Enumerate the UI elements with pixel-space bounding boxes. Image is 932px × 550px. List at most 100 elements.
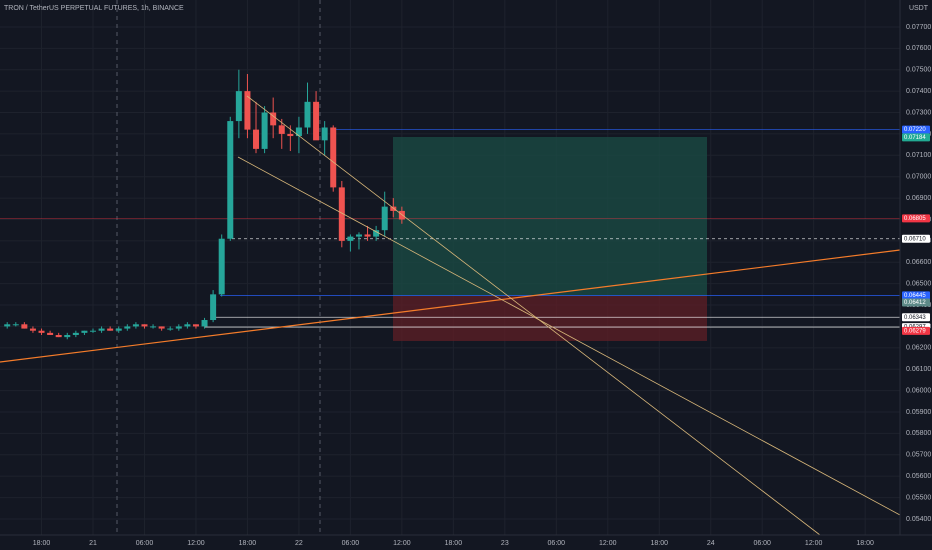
price-lines [0, 129, 900, 328]
chart-title: TRON / TetherUS PERPETUAL FUTURES, 1h, B… [4, 5, 184, 12]
candle-body [270, 112, 277, 126]
y-tick-label: 0.05800 [906, 430, 931, 437]
x-tick-label: 18:00 [856, 540, 874, 547]
price-label: 0.06805 [904, 216, 926, 222]
y-tick-label: 0.07000 [906, 174, 931, 181]
y-tick-label: 0.07600 [906, 45, 931, 52]
candle-body [253, 129, 260, 149]
y-tick-label: 0.06000 [906, 387, 931, 394]
y-tick-label: 0.05400 [906, 516, 931, 523]
price-label: 0.06279 [904, 329, 926, 335]
x-tick-label: 06:00 [548, 540, 566, 547]
price-label: 0.06343 [904, 315, 926, 321]
price-label-bg [902, 234, 930, 243]
price-label-bg [902, 214, 930, 223]
candle-body [47, 332, 54, 335]
x-tick-label: 22 [295, 540, 303, 547]
candle-body [81, 330, 88, 333]
price-label: 0.06710 [904, 236, 926, 242]
price-label-bg [902, 133, 930, 142]
x-tick-label: 18:00 [33, 540, 51, 547]
y-tick-label: 0.06900 [906, 195, 931, 202]
candle-body [338, 187, 345, 241]
candle-body [261, 112, 268, 149]
candle-body [321, 127, 328, 141]
y-tick-label: 0.06600 [906, 259, 931, 266]
axes: 0.07700 0.07600 0.07500 0.07400 0.07300 0.072… [33, 24, 932, 547]
y-tick-label: 0.05700 [906, 452, 931, 459]
price-label-bg [902, 298, 930, 307]
y-tick-label: 0.06200 [906, 345, 931, 352]
y-tick-label: 0.05500 [906, 494, 931, 501]
candle-body [398, 210, 405, 220]
candle-body [55, 334, 62, 338]
x-tick-label: 12:00 [805, 540, 823, 547]
unit-label: USDT [909, 5, 929, 12]
trend-line [246, 95, 821, 536]
price-label: 0.06412 [904, 300, 926, 306]
x-tick-label: 24 [707, 540, 715, 547]
x-tick-label: 18:00 [445, 540, 463, 547]
y-tick-label: 0.07300 [906, 109, 931, 116]
price-label-bg [902, 125, 930, 134]
price-label: 0.07184 [904, 135, 926, 141]
candle-body [21, 324, 28, 329]
candle-body [90, 330, 97, 332]
candle-body [107, 328, 114, 331]
candle-body [29, 328, 36, 331]
candle-body [124, 326, 131, 329]
candle-body [390, 206, 397, 211]
candle-body [347, 236, 354, 241]
candle-body [115, 328, 122, 331]
candle-body [167, 328, 174, 330]
candle-body [287, 133, 294, 137]
candle-body [72, 332, 79, 335]
x-tick-label: 21 [89, 540, 97, 547]
candle-body [141, 324, 148, 327]
price-label: 0.06445 [904, 293, 926, 299]
y-tick-label: 0.07400 [906, 88, 931, 95]
x-tick-label: 12:00 [393, 540, 411, 547]
price-label-bg [902, 326, 930, 335]
candle-body [227, 121, 234, 239]
price-label-bg [902, 291, 930, 300]
candle-body [184, 324, 191, 327]
candle-body [201, 320, 208, 327]
candle-body [364, 234, 371, 237]
candle-body [4, 324, 11, 327]
profit-zone [393, 137, 707, 296]
x-tick-label: 06:00 [342, 540, 360, 547]
candle-body [381, 206, 388, 231]
candle-body [330, 127, 337, 188]
candle-body [38, 330, 45, 333]
y-tick-label: 0.07700 [906, 24, 931, 31]
y-tick-label: 0.06500 [906, 280, 931, 287]
candle-body [278, 125, 285, 134]
price-axis [900, 0, 932, 550]
loss-zone [393, 296, 707, 341]
trend-line [0, 249, 901, 363]
price-label: 0.07220 [904, 127, 926, 133]
price-label-bg [902, 313, 930, 322]
candle-body [304, 101, 311, 128]
candle-body [244, 91, 251, 130]
candle-body [132, 324, 139, 327]
candle-body [210, 294, 217, 321]
candle-body [98, 328, 105, 331]
candle-body [373, 230, 380, 237]
candle-body [158, 326, 165, 329]
candle-body [218, 238, 225, 295]
y-tick-label: 0.05600 [906, 473, 931, 480]
candle-body [295, 127, 302, 137]
trend-line [237, 156, 901, 516]
candle-body [235, 91, 242, 122]
candles [4, 69, 405, 340]
x-tick-label: 12:00 [187, 540, 205, 547]
x-tick-label: 18:00 [650, 540, 668, 547]
candle-body [64, 334, 71, 338]
candle-body [150, 326, 157, 328]
x-tick-label: 12:00 [599, 540, 617, 547]
candle-body [313, 101, 320, 141]
x-tick-label: 06:00 [753, 540, 771, 547]
